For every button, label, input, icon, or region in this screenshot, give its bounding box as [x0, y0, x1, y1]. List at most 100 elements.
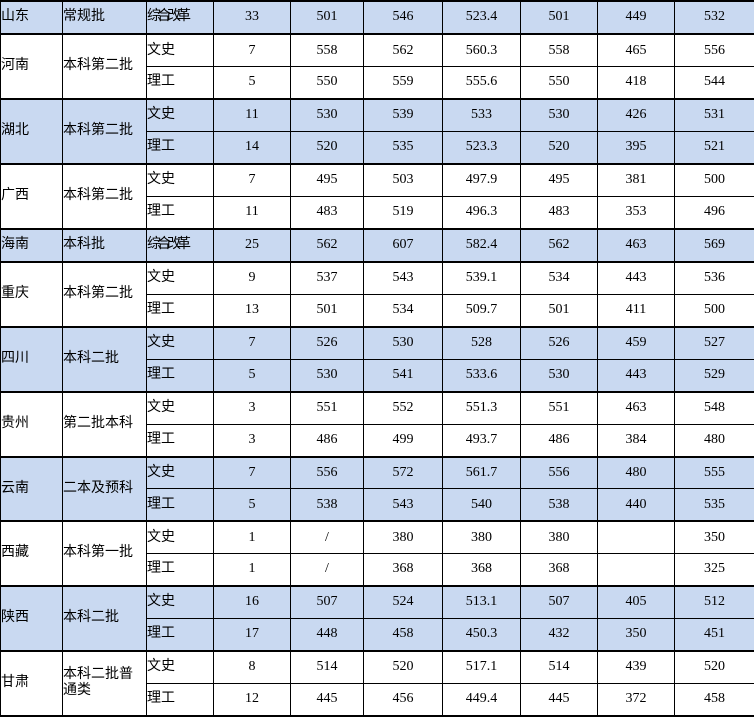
- value-cell: 3: [213, 423, 291, 458]
- province-cell: 西藏: [0, 520, 63, 587]
- value-cell: 561.7: [442, 455, 521, 490]
- value-cell: 533.6: [442, 358, 521, 393]
- value-cell: 520: [520, 131, 598, 165]
- value-cell: 531: [674, 98, 754, 133]
- value-cell: 12: [213, 682, 291, 717]
- value-cell: /: [290, 553, 364, 587]
- value-cell: 543: [363, 261, 443, 295]
- value-cell: 368: [520, 553, 598, 587]
- value-cell: 463: [597, 227, 675, 263]
- table-row: 理工 5 550 559 555.6 550 418 544: [1, 66, 754, 100]
- value-cell: 458: [363, 618, 443, 652]
- province-cell: 重庆: [0, 261, 63, 328]
- value-cell: 445: [520, 682, 598, 717]
- table-row: 山东 常规批 综合改革 33 501 546 523.4 501 449 532: [0, 0, 754, 35]
- subject-cell: 理工: [146, 293, 214, 328]
- value-cell: 523.3: [442, 131, 521, 165]
- value-cell: 493.7: [442, 423, 521, 458]
- value-cell: 582.4: [442, 227, 521, 263]
- value-cell: 509.7: [442, 293, 521, 328]
- value-cell: 513.1: [442, 585, 521, 620]
- value-cell: [597, 553, 675, 587]
- value-cell: 530: [520, 98, 598, 133]
- value-cell: 507: [520, 585, 598, 620]
- province-cell: 海南: [0, 227, 63, 263]
- value-cell: 449.4: [442, 682, 521, 717]
- table-row: 理工 12 445 456 449.4 445 372 458: [1, 682, 754, 717]
- value-cell: 5: [213, 488, 291, 522]
- subject-cell: 理工: [146, 195, 214, 230]
- value-cell: 443: [597, 261, 675, 295]
- subject-cell: 文史: [146, 520, 214, 555]
- table-row: 重庆 本科第二批 文史 9 537 543 539.1 534 443 536: [0, 261, 754, 328]
- value-cell: 325: [674, 553, 754, 587]
- table-row: 理工 5 538 543 540 538 440 535: [1, 488, 754, 522]
- subject-cell: 文史: [146, 455, 214, 490]
- value-cell: 3: [213, 390, 291, 425]
- subject-cell: 理工: [146, 682, 214, 717]
- value-cell: 25: [213, 227, 291, 263]
- subject-cell: 理工: [146, 131, 214, 165]
- value-cell: 368: [442, 553, 521, 587]
- table-row: 甘肃 本科二批普通类 文史 8 514 520 517.1 514 439 520: [0, 649, 754, 717]
- value-cell: 426: [597, 98, 675, 133]
- value-cell: 551: [520, 390, 598, 425]
- subject-cell: 文史: [146, 162, 214, 197]
- value-cell: 500: [674, 293, 754, 328]
- table-row: 贵州 第二批本科 文史 3 551 552 551.3 551 463 548: [0, 390, 754, 457]
- province-cell: 山东: [0, 0, 63, 35]
- value-cell: 7: [213, 455, 291, 490]
- value-cell: 350: [597, 618, 675, 652]
- table-row: 河南 本科第二批 文史 7 558 562 560.3 558 465 556: [0, 33, 754, 100]
- value-cell: 5: [213, 358, 291, 393]
- batch-cell: 常规批: [62, 0, 147, 35]
- value-cell: 7: [213, 33, 291, 68]
- value-cell: 1: [213, 553, 291, 587]
- subject-cell: 文史: [146, 585, 214, 620]
- value-cell: 537: [290, 261, 364, 295]
- value-cell: 395: [597, 131, 675, 165]
- value-cell: 456: [363, 682, 443, 717]
- value-cell: 496.3: [442, 195, 521, 230]
- value-cell: 529: [674, 358, 754, 393]
- value-cell: 411: [597, 293, 675, 328]
- value-cell: 380: [363, 520, 443, 555]
- table-row: 理工 14 520 535 523.3 520 395 521: [1, 131, 754, 165]
- value-cell: 535: [674, 488, 754, 522]
- province-cell: 云南: [0, 455, 63, 522]
- batch-cell: 本科第二批: [62, 261, 147, 328]
- value-cell: 381: [597, 162, 675, 197]
- value-cell: 507: [290, 585, 364, 620]
- batch-cell: 二本及预科: [62, 455, 147, 522]
- value-cell: 535: [363, 131, 443, 165]
- value-cell: 486: [290, 423, 364, 458]
- province-cell: 湖北: [0, 98, 63, 165]
- value-cell: 524: [363, 585, 443, 620]
- province-cell: 广西: [0, 162, 63, 230]
- value-cell: 556: [674, 33, 754, 68]
- value-cell: 528: [442, 325, 521, 360]
- value-cell: 11: [213, 98, 291, 133]
- value-cell: 483: [290, 195, 364, 230]
- value-cell: 520: [674, 649, 754, 684]
- subject-cell: 文史: [146, 261, 214, 295]
- value-cell: 496: [674, 195, 754, 230]
- value-cell: 523.4: [442, 0, 521, 35]
- value-cell: 520: [290, 131, 364, 165]
- value-cell: 539: [363, 98, 443, 133]
- value-cell: 607: [363, 227, 443, 263]
- value-cell: 445: [290, 682, 364, 717]
- value-cell: 495: [520, 162, 598, 197]
- value-cell: /: [290, 520, 364, 555]
- value-cell: 501: [290, 293, 364, 328]
- value-cell: 562: [520, 227, 598, 263]
- value-cell: 17: [213, 618, 291, 652]
- value-cell: 501: [520, 293, 598, 328]
- value-cell: 380: [520, 520, 598, 555]
- value-cell: 541: [363, 358, 443, 393]
- value-cell: 350: [674, 520, 754, 555]
- subject-cell: 理工: [146, 618, 214, 652]
- value-cell: 514: [520, 649, 598, 684]
- value-cell: 530: [520, 358, 598, 393]
